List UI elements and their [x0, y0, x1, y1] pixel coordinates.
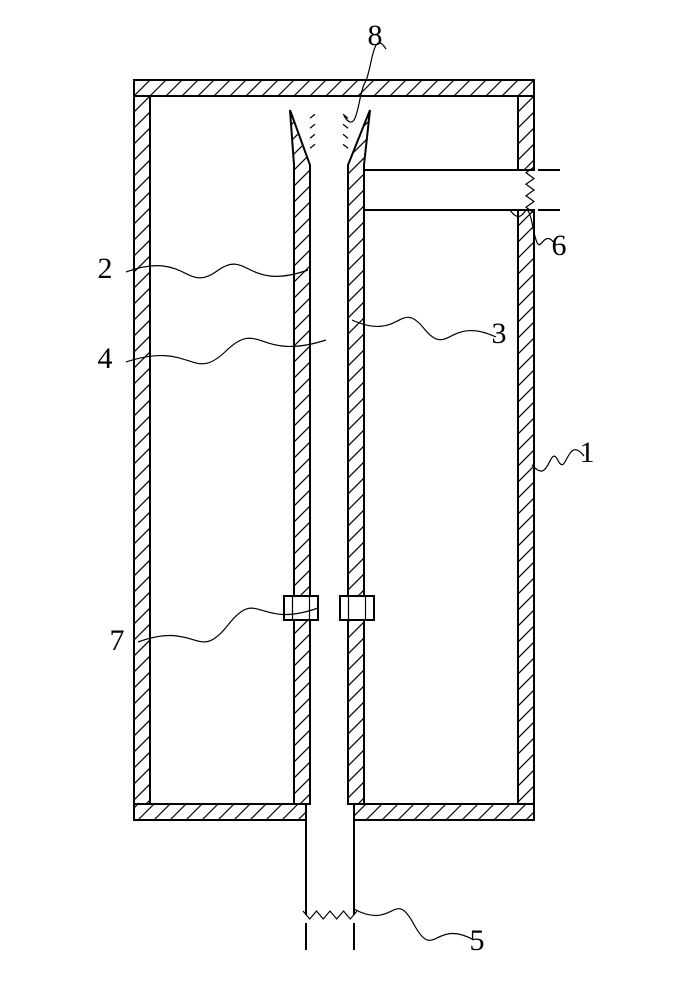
callout-7: 7	[110, 624, 125, 658]
callout-1: 1	[580, 436, 595, 470]
callout-8: 8	[368, 19, 383, 53]
callout-3: 3	[492, 317, 507, 351]
callout-6: 6	[552, 229, 567, 263]
callout-5: 5	[470, 924, 485, 958]
callout-2: 2	[98, 252, 113, 286]
technical-diagram	[0, 0, 691, 1000]
callout-4: 4	[98, 342, 113, 376]
